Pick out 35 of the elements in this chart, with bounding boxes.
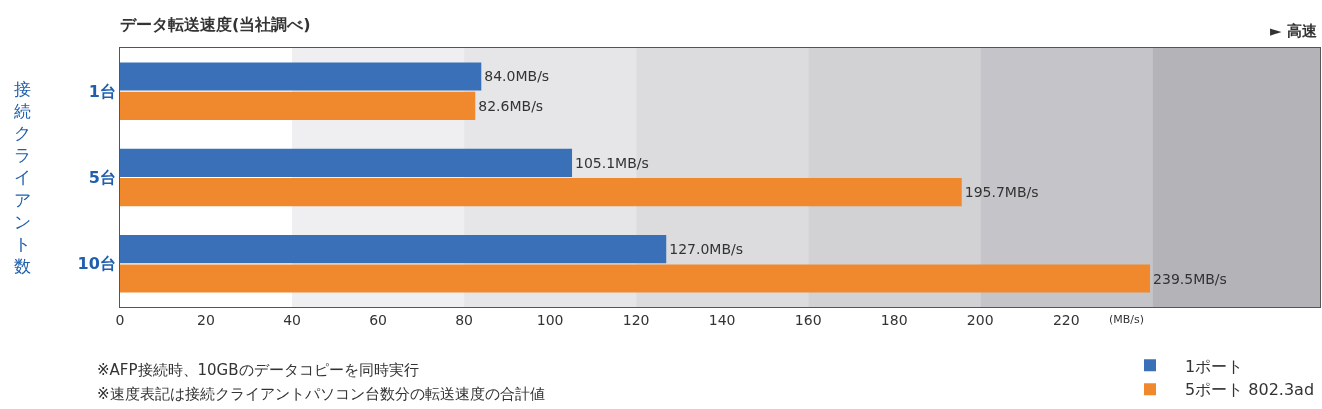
x-tick-label: 100	[536, 311, 564, 328]
bar	[120, 62, 482, 91]
x-tick-label: 40	[283, 311, 301, 328]
text: ► 高速	[1270, 22, 1318, 40]
data-label: 239.5MB/s	[1153, 270, 1227, 287]
x-tick-label: 80	[455, 311, 473, 328]
y-tick-label: 1台	[88, 81, 116, 101]
y-tick-label: 10台	[77, 254, 116, 274]
legend-label: 5ポート 802.3ad	[1185, 380, 1315, 400]
x-tick-label: 20	[197, 311, 215, 328]
data-label: 84.0MB/s	[484, 68, 550, 85]
x-tick-label: 60	[369, 311, 387, 328]
bar	[120, 178, 962, 207]
data-label: 127.0MB/s	[669, 241, 744, 258]
x-tick-label: 180	[880, 311, 908, 328]
x-tick-label: 0	[115, 311, 125, 328]
x-tick-label: 140	[708, 311, 736, 328]
x-tick-label: 160	[794, 311, 822, 328]
legend-label: 1ポート	[1185, 356, 1244, 376]
x-tick-label: 220	[1052, 311, 1080, 328]
text: ※AFP接続時、10GBのデータコピーを同時実行	[97, 361, 419, 379]
data-label: 195.7MB/s	[964, 184, 1039, 201]
x-axis-title: (MB/s)	[1109, 313, 1145, 326]
data-label: 105.1MB/s	[575, 154, 649, 171]
y-tick-label: 5台	[88, 168, 116, 188]
data-label: 82.6MB/s	[478, 97, 544, 114]
text: ※速度表記は接続クライアントパソコン台数分の転送速度の合計値	[97, 385, 545, 403]
bar	[120, 264, 1151, 293]
x-tick-label: 120	[622, 311, 650, 328]
text: 接続クライアント数	[14, 79, 31, 276]
bar	[120, 235, 667, 264]
chart-title: データ転送速度(当社調べ)	[120, 14, 311, 34]
bar	[120, 148, 573, 177]
x-tick-label: 200	[966, 311, 994, 328]
bar	[120, 91, 476, 120]
